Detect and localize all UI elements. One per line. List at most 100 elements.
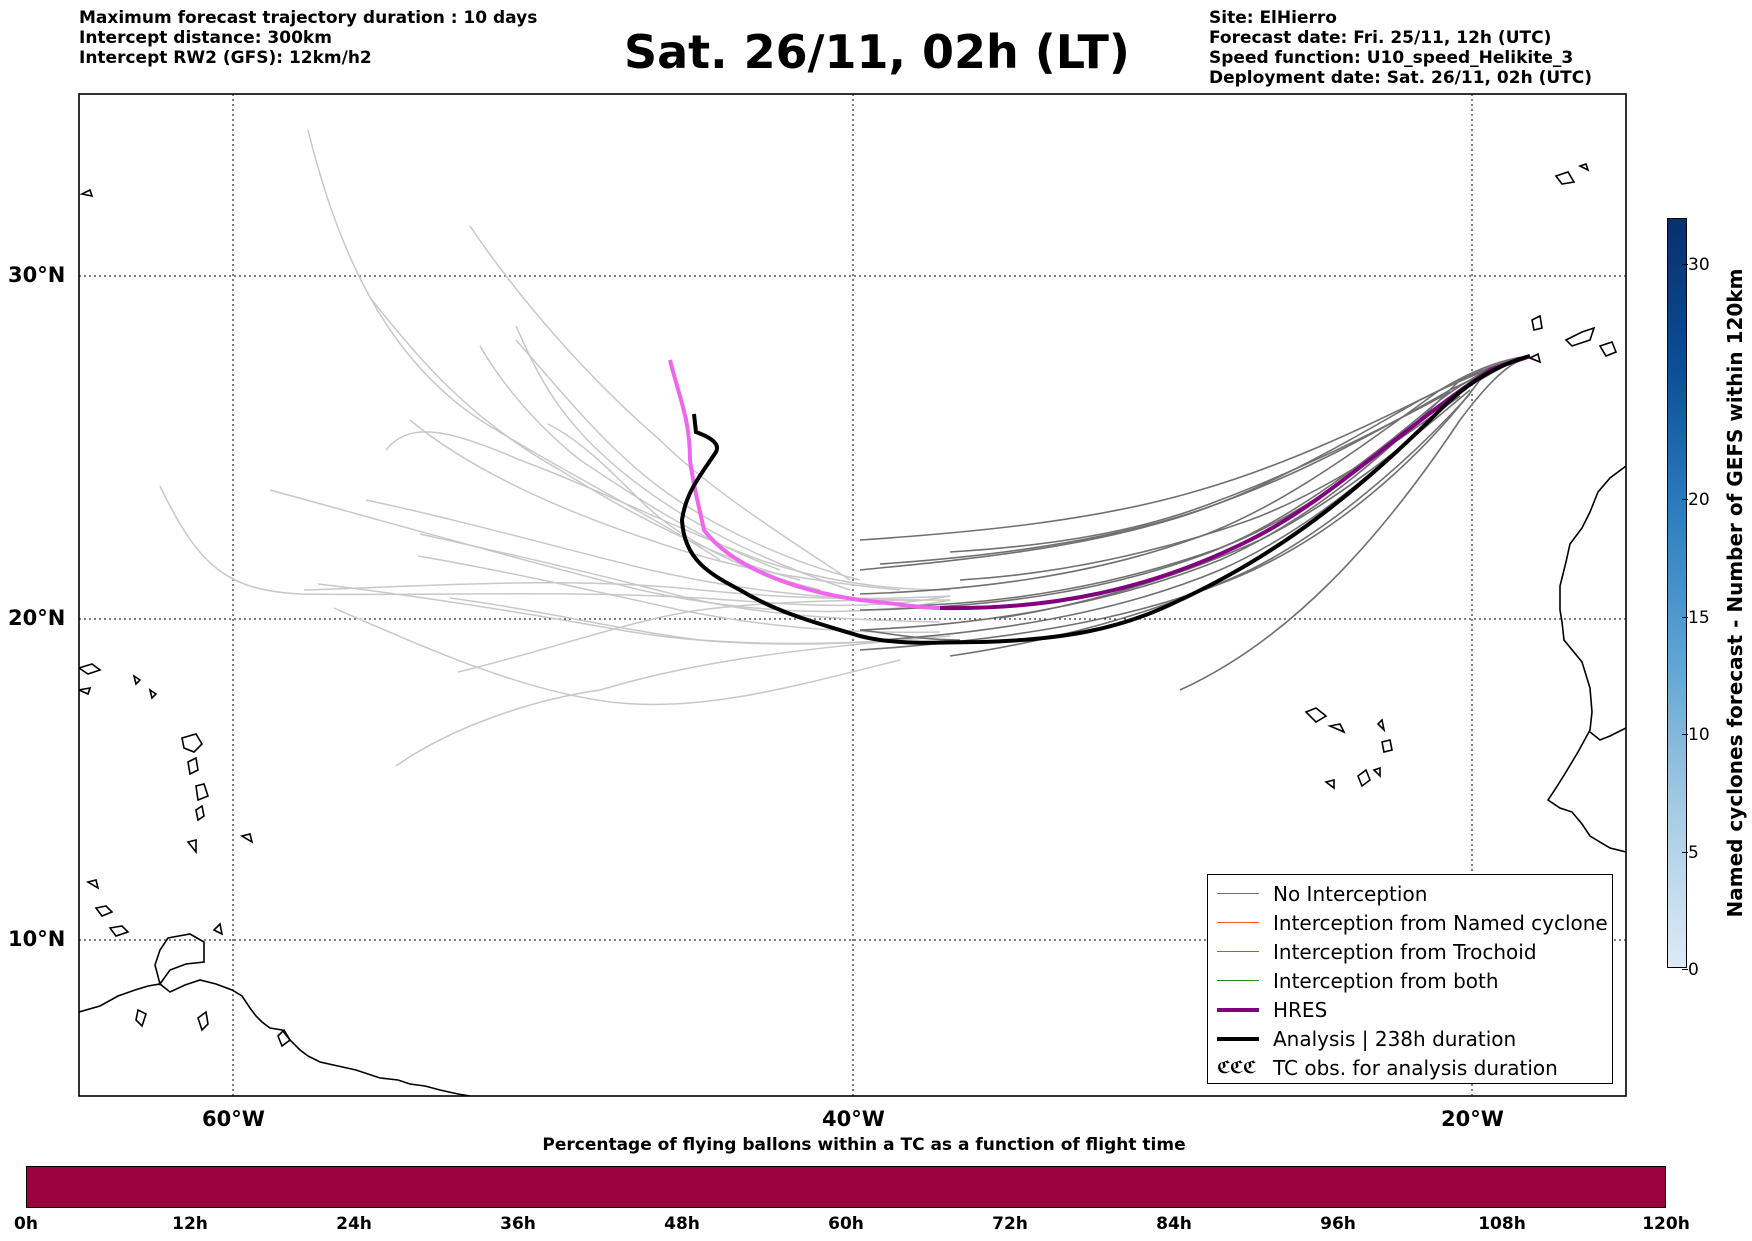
colorbar-tick-10: 10 xyxy=(1682,725,1710,745)
ensemble-members-light xyxy=(159,129,951,767)
coastlines xyxy=(79,162,1626,1096)
ensemble-track xyxy=(307,129,721,561)
forecast-date-text: Forecast date: Fri. 25/11, 12h (UTC) xyxy=(1209,28,1552,48)
legend-item-hres: HRES xyxy=(1208,995,1612,1024)
colorbar-tick-20: 20 xyxy=(1682,490,1710,510)
flight-time-tick: 24h xyxy=(336,1214,372,1234)
flight-time-tick: 0h xyxy=(14,1214,38,1234)
intercept-rw2-text: Intercept RW2 (GFS): 12km/h2 xyxy=(79,48,372,68)
island-outline xyxy=(1554,171,1576,185)
island-outline xyxy=(212,922,224,936)
island-outline xyxy=(195,783,209,802)
ensemble-track xyxy=(365,499,921,601)
flight-time-tick: 120h xyxy=(1642,1214,1690,1234)
ensemble-track xyxy=(371,299,801,581)
ensemble-track xyxy=(333,607,901,706)
ensemble-track xyxy=(949,391,1451,553)
island-outline xyxy=(1564,326,1596,347)
island-outline xyxy=(1528,352,1542,364)
island-outline xyxy=(94,905,114,917)
ensemble-track xyxy=(409,419,901,591)
colorbar-tick-15: 15 xyxy=(1682,608,1710,628)
island-outline xyxy=(1531,314,1543,331)
ensemble-track xyxy=(515,339,861,581)
ensemble-track xyxy=(419,533,941,623)
island-outline xyxy=(1304,707,1328,724)
island-outline xyxy=(79,188,94,198)
south-america-coast xyxy=(79,979,471,1096)
legend-item-analysis: Analysis | 238h duration xyxy=(1208,1024,1612,1053)
island-outline xyxy=(148,688,158,700)
legend-item-both: Interception from both xyxy=(1208,966,1612,995)
flight-time-tick: 108h xyxy=(1478,1214,1526,1234)
flight-time-tick: 12h xyxy=(172,1214,208,1234)
island-outline xyxy=(1598,341,1618,357)
colorbar-tick-0: 0 xyxy=(1682,960,1699,980)
lat-label-30n: 30°N xyxy=(8,263,66,287)
lon-label-40w: 40°W xyxy=(822,1107,885,1131)
ensemble-members-dark xyxy=(859,355,1531,691)
flight-time-tick: 36h xyxy=(500,1214,536,1234)
flight-time-colorbar-title: Percentage of flying ballons within a TC… xyxy=(542,1135,1186,1155)
legend-item-trochoid: Interception from Trochoid xyxy=(1208,937,1612,966)
header-left-info: Maximum forecast trajectory duration : 1… xyxy=(79,8,537,68)
island-outline xyxy=(277,1028,292,1048)
legend-item-tc-obs: ℭℭℭ TC obs. for analysis duration xyxy=(1208,1053,1612,1082)
island-outline xyxy=(186,838,197,855)
legend-label: TC obs. for analysis duration xyxy=(1273,1055,1558,1080)
island-outline xyxy=(187,756,199,776)
island-outline xyxy=(181,733,204,753)
island-outline xyxy=(1372,766,1381,778)
legend-swatch xyxy=(1217,922,1259,923)
island-outline xyxy=(85,879,100,890)
island-outline xyxy=(108,925,130,937)
deployment-date-text: Deployment date: Sat. 26/11, 02h (UTC) xyxy=(1209,68,1593,88)
legend-swatch xyxy=(1217,1036,1259,1041)
legend-item-named-cyclone: Interception from Named cyclone xyxy=(1208,908,1612,937)
island-outline xyxy=(1577,162,1590,172)
trinidad-coast xyxy=(154,933,205,986)
island-outline xyxy=(1357,768,1371,788)
colorbar-vertical-label: Named cyclones forecast - Number of GEFS… xyxy=(1723,268,1747,918)
ensemble-track xyxy=(317,583,901,645)
legend-label: No Interception xyxy=(1273,881,1428,906)
island-outline xyxy=(135,1008,147,1028)
legend-label: Interception from both xyxy=(1273,968,1499,993)
flight-time-colorbar xyxy=(26,1166,1666,1208)
legend-label: Analysis | 238h duration xyxy=(1273,1026,1517,1051)
flight-time-tick: 72h xyxy=(992,1214,1028,1234)
ensemble-track xyxy=(859,355,1531,595)
island-outline xyxy=(239,833,254,844)
legend-label: Interception from Trochoid xyxy=(1273,939,1537,964)
legend-label: Interception from Named cyclone xyxy=(1273,910,1608,935)
max-duration-text: Maximum forecast trajectory duration : 1… xyxy=(79,8,538,28)
flight-time-tick: 60h xyxy=(828,1214,864,1234)
ensemble-track xyxy=(479,345,781,571)
island-outline xyxy=(197,1010,209,1032)
hres-early-track xyxy=(668,359,941,610)
island-outline xyxy=(1376,718,1386,733)
header-right-info: Site: ElHierro Forecast date: Fri. 25/11… xyxy=(1209,8,1592,88)
ensemble-track xyxy=(515,325,851,591)
intercept-distance-text: Intercept distance: 300km xyxy=(79,28,332,48)
map-frame xyxy=(78,93,1627,1097)
ensemble-track xyxy=(159,485,951,607)
ensemble-track xyxy=(1179,355,1531,691)
island-outline xyxy=(79,686,92,696)
lat-label-20n: 20°N xyxy=(8,606,66,630)
flight-time-tick: 48h xyxy=(664,1214,700,1234)
ensemble-track xyxy=(417,555,941,634)
africa-coast xyxy=(1546,465,1626,853)
legend-swatch xyxy=(1217,980,1259,981)
tc-symbol-icon: ℭℭℭ xyxy=(1217,1057,1257,1078)
lat-label-10n: 10°N xyxy=(8,927,66,951)
page-title: Sat. 26/11, 02h (LT) xyxy=(624,25,1130,79)
analysis-track xyxy=(679,354,1531,645)
ensemble-track xyxy=(469,225,851,581)
lon-label-20w: 20°W xyxy=(1441,1107,1504,1131)
colorbar-tick-5: 5 xyxy=(1682,843,1699,863)
legend-item-no-interception: No Interception xyxy=(1208,879,1612,908)
legend-swatch xyxy=(1217,951,1259,952)
island-outline xyxy=(1381,739,1393,753)
ensemble-track xyxy=(395,639,901,767)
